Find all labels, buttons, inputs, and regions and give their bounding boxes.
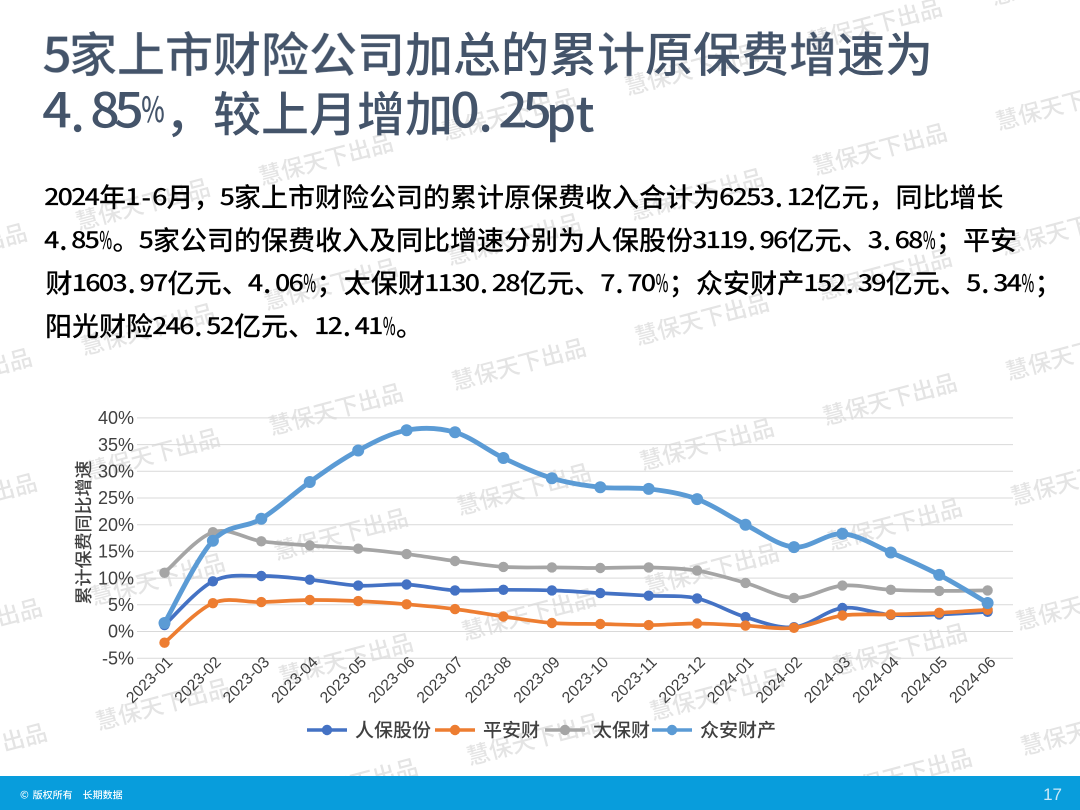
svg-text:17: 17: [1043, 785, 1062, 804]
svg-text:30%: 30%: [98, 462, 134, 482]
svg-text:5%: 5%: [108, 595, 134, 615]
svg-text:25%: 25%: [98, 488, 134, 508]
svg-text:15%: 15%: [98, 542, 134, 562]
svg-text:40%: 40%: [98, 408, 134, 428]
svg-text:35%: 35%: [98, 435, 134, 455]
svg-text:10%: 10%: [98, 568, 134, 588]
svg-text:-5%: -5%: [102, 648, 134, 668]
svg-text:20%: 20%: [98, 515, 134, 535]
svg-text:0%: 0%: [108, 622, 134, 642]
